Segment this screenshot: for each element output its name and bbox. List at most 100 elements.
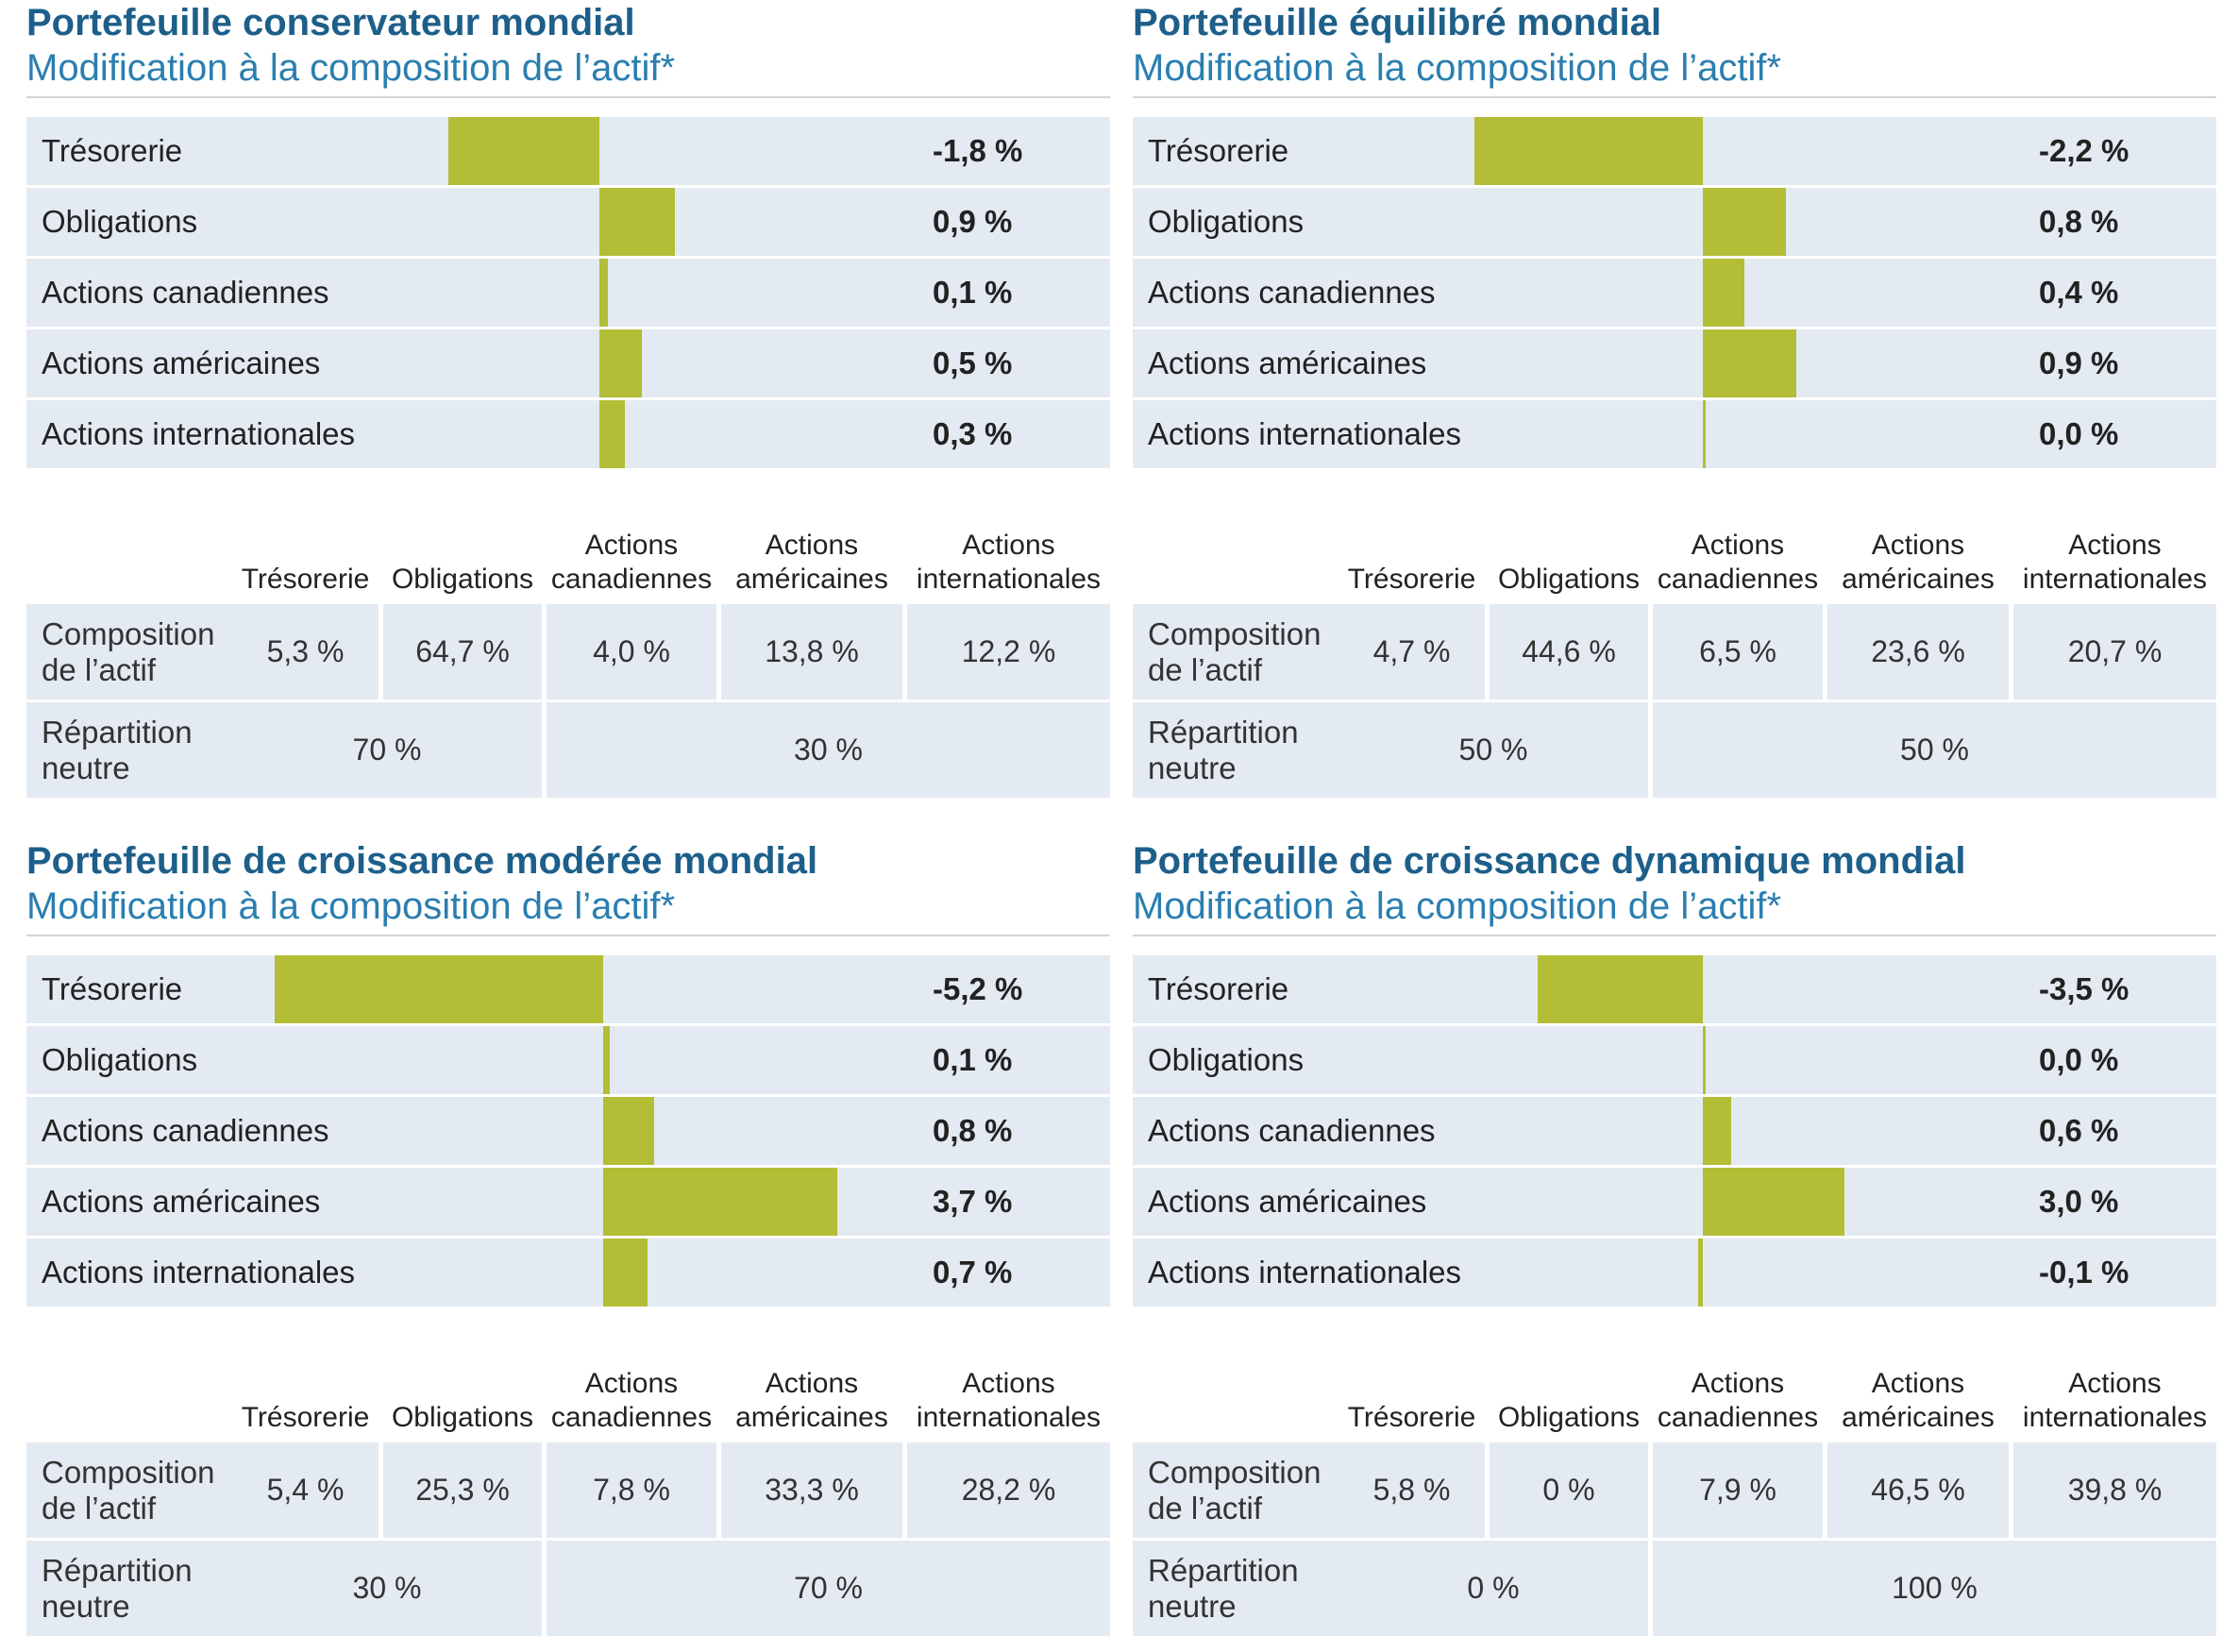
row-label: Répartition neutre xyxy=(1133,1541,1338,1636)
category-label: Actions américaines xyxy=(1148,1184,1427,1219)
table-cell: 6,5 % xyxy=(1653,604,1823,700)
table-cell: 5,4 % xyxy=(232,1442,379,1538)
bar-chart: Trésorerie -2,2 % Obligations 0,8 % Actions … xyxy=(1133,117,2216,468)
bar-row: Actions internationales -0,1 % xyxy=(1133,1239,2216,1306)
row-label: Composition de l’actif xyxy=(1133,1442,1338,1538)
column-header: Actions canadiennes xyxy=(550,1368,713,1433)
bar-row: Trésorerie -3,5 % xyxy=(1133,955,2216,1023)
column-header: Obligations xyxy=(1497,1402,1641,1433)
category-label: Obligations xyxy=(42,1042,198,1077)
allocation-table: Composition de l’actif 4,7 % 44,6 % 6,5 % 23… xyxy=(1133,604,2216,798)
panel-croissance-dynamique: Portefeuille de croissance dynamique mon… xyxy=(1133,838,2216,1639)
panel-title: Portefeuille conservateur mondial xyxy=(26,2,635,43)
bar-row: Actions américaines 3,7 % xyxy=(26,1168,1110,1236)
bar-row: Actions américaines 3,0 % xyxy=(1133,1168,2216,1236)
bar xyxy=(603,1097,654,1165)
bar-row: Obligations 0,1 % xyxy=(26,1026,1110,1094)
bar-row: Trésorerie -1,8 % xyxy=(26,117,1110,185)
table-row: Répartition neutre 0 % 100 % xyxy=(1133,1541,2216,1636)
category-label: Obligations xyxy=(1148,1042,1305,1077)
table-header: Trésorerie Obligations Actions canadiennes… xyxy=(26,1348,1110,1442)
data-label: -0,1 % xyxy=(2039,1255,2130,1290)
data-label: 0,1 % xyxy=(933,275,1013,310)
row-label: Répartition neutre xyxy=(1133,702,1338,798)
table-cell: 5,3 % xyxy=(232,604,379,700)
bar xyxy=(603,1026,610,1094)
allocation-table: Composition de l’actif 5,3 % 64,7 % 4,0 % 13… xyxy=(26,604,1110,798)
bar xyxy=(274,955,603,1023)
column-header: Obligations xyxy=(391,564,534,595)
table-cell: 0 % xyxy=(1490,1442,1648,1538)
bar xyxy=(599,259,608,327)
table-header: Trésorerie Obligations Actions canadiennes… xyxy=(1133,510,2216,604)
bar-row: Trésorerie -5,2 % xyxy=(26,955,1110,1023)
allocation-table: Composition de l’actif 5,8 % 0 % 7,9 % 46,5 … xyxy=(1133,1442,2216,1636)
column-header: Trésorerie xyxy=(241,564,370,595)
column-header: Actions américaines xyxy=(1842,1368,1995,1433)
column-header: Actions canadiennes xyxy=(1657,1368,1819,1433)
table-row: Composition de l’actif 5,3 % 64,7 % 4,0 % 13… xyxy=(26,604,1110,700)
data-label: 0,0 % xyxy=(2039,416,2119,451)
column-header: Trésorerie xyxy=(1347,564,1476,595)
table-cell: 33,3 % xyxy=(721,1442,902,1538)
category-label: Trésorerie xyxy=(42,133,183,168)
data-label: 0,7 % xyxy=(933,1255,1013,1290)
category-label: Obligations xyxy=(42,204,198,239)
category-label: Actions américaines xyxy=(1148,346,1427,380)
panel-title: Portefeuille de croissance modérée mondi… xyxy=(26,840,818,882)
bar xyxy=(603,1168,837,1236)
bar xyxy=(1703,1097,1731,1165)
panel-subtitle: Modification à la composition de l’actif… xyxy=(26,47,676,89)
data-label: 0,9 % xyxy=(2039,346,2119,380)
bar xyxy=(1698,1239,1703,1306)
column-header: Actions internationales xyxy=(2022,530,2208,595)
table-cell: 50 % xyxy=(1338,702,1648,798)
table-cell: 64,7 % xyxy=(383,604,542,700)
table-cell: 12,2 % xyxy=(907,604,1110,700)
table-cell: 0 % xyxy=(1338,1541,1648,1636)
bar-row: Obligations 0,9 % xyxy=(26,188,1110,256)
data-label: 0,1 % xyxy=(933,1042,1013,1077)
data-label: 0,5 % xyxy=(933,346,1013,380)
data-label: 0,0 % xyxy=(2039,1042,2119,1077)
data-label: 0,8 % xyxy=(933,1113,1013,1148)
panel-conservateur: Portefeuille conservateur mondial Modific… xyxy=(26,0,1110,801)
category-label: Actions internationales xyxy=(42,416,356,451)
row-label: Composition de l’actif xyxy=(26,1442,232,1538)
bar xyxy=(1703,259,1744,327)
bar xyxy=(1703,1168,1844,1236)
column-header: Trésorerie xyxy=(241,1402,370,1433)
table-row: Répartition neutre 30 % 70 % xyxy=(26,1541,1110,1636)
bar-row: Obligations 0,8 % xyxy=(1133,188,2216,256)
panel-title: Portefeuille équilibré mondial xyxy=(1133,2,1662,43)
table-cell: 4,7 % xyxy=(1338,604,1485,700)
bar xyxy=(599,188,676,256)
column-header: Actions internationales xyxy=(916,1368,1102,1433)
panel-equilibre: Portefeuille équilibré mondial Modificati… xyxy=(1133,0,2216,801)
bar-row: Actions américaines 0,9 % xyxy=(1133,329,2216,397)
data-label: 0,8 % xyxy=(2039,204,2119,239)
data-label: 0,4 % xyxy=(2039,275,2119,310)
category-label: Obligations xyxy=(1148,204,1305,239)
panel-subtitle: Modification à la composition de l’actif… xyxy=(1133,885,1782,927)
column-header: Actions canadiennes xyxy=(550,530,713,595)
category-label: Actions canadiennes xyxy=(1148,1113,1436,1148)
bar-row: Actions américaines 0,5 % xyxy=(26,329,1110,397)
table-header: Trésorerie Obligations Actions canadiennes… xyxy=(1133,1348,2216,1442)
category-label: Actions internationales xyxy=(42,1255,356,1290)
table-cell: 30 % xyxy=(232,1541,542,1636)
table-cell: 7,9 % xyxy=(1653,1442,1823,1538)
table-row: Composition de l’actif 4,7 % 44,6 % 6,5 % 23… xyxy=(1133,604,2216,700)
table-cell: 44,6 % xyxy=(1490,604,1648,700)
allocation-table: Composition de l’actif 5,4 % 25,3 % 7,8 % 33… xyxy=(26,1442,1110,1636)
category-label: Actions internationales xyxy=(1148,416,1462,451)
data-label: 0,3 % xyxy=(933,416,1013,451)
bar xyxy=(1703,188,1786,256)
column-header: Obligations xyxy=(1497,564,1641,595)
bar xyxy=(599,329,642,397)
table-row: Composition de l’actif 5,8 % 0 % 7,9 % 46,5 … xyxy=(1133,1442,2216,1538)
column-header: Actions américaines xyxy=(735,1368,888,1433)
table-row: Répartition neutre 70 % 30 % xyxy=(26,702,1110,798)
bar-chart: Trésorerie -1,8 % Obligations 0,9 % Actions … xyxy=(26,117,1110,468)
divider xyxy=(1133,96,2216,98)
